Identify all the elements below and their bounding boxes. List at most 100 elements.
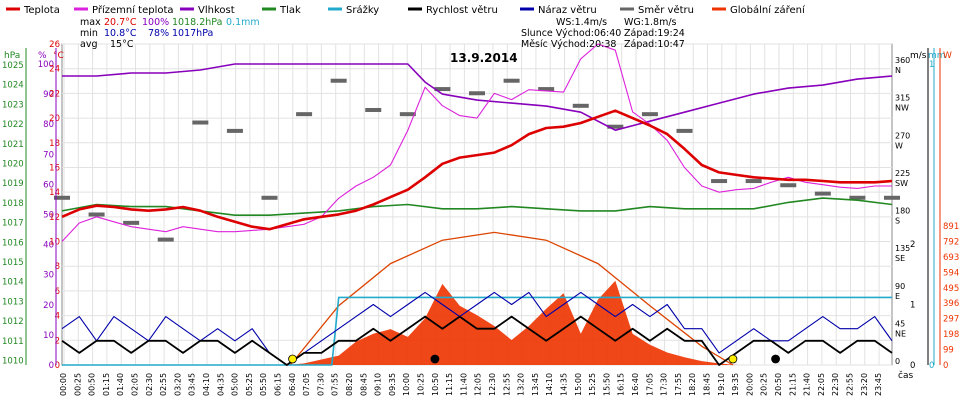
tick-time: 23:45 (874, 373, 883, 396)
stat-sun-set: Západ:19:24 (624, 28, 685, 39)
tick-direction-letter: NE (895, 329, 906, 338)
tick-hpa: 1011 (2, 337, 24, 347)
wind-direction-layer (54, 78, 900, 242)
wind-direction-mark (884, 195, 900, 200)
wind-direction-mark (261, 195, 278, 200)
tick-radiation: 594 (943, 268, 959, 278)
tick-time: 03:20 (173, 373, 182, 396)
tick-time: 06:40 (288, 373, 297, 396)
wind-direction-mark (157, 237, 174, 242)
tick-direction-letter: N (895, 66, 901, 75)
tick-temp: 0 (55, 361, 60, 371)
tick-time: 05:25 (245, 373, 254, 396)
wind-direction-mark (676, 128, 693, 133)
legend-label: Přízemní teplota (92, 4, 174, 16)
tick-radiation: 396 (943, 299, 959, 309)
tick-direction: 180 (895, 207, 910, 216)
wind-direction-mark (434, 87, 451, 92)
tick-time: 15:00 (574, 373, 583, 396)
stat-max-press: 1018.2hPa (172, 17, 222, 28)
tick-hpa: 1025 (2, 61, 24, 71)
tick-mm: 1 (929, 60, 934, 70)
tick-direction-letter: SW (895, 179, 908, 188)
tick-direction: 360 (895, 56, 910, 65)
wind-direction-mark (503, 78, 520, 83)
tick-time: 07:30 (316, 373, 325, 396)
tick-ms: 1 (910, 301, 915, 311)
wind-direction-mark (296, 112, 313, 117)
tick-pct: 70 (43, 150, 54, 160)
wind-direction-mark (538, 87, 555, 92)
tick-hpa: 1010 (2, 357, 24, 367)
tick-radiation: 693 (943, 253, 959, 263)
tick-temp: 20 (49, 114, 60, 124)
tick-time: 23:20 (860, 373, 869, 396)
wind-direction-mark (365, 107, 382, 112)
tick-temp: 4 (55, 312, 60, 322)
wind-direction-mark (572, 103, 589, 108)
series-max-radiation (289, 231, 734, 366)
wind-direction-mark (814, 191, 831, 196)
tick-direction-letter: NW (895, 104, 909, 113)
tick-time: 07:05 (302, 373, 311, 396)
tick-hpa: 1014 (2, 278, 24, 288)
tick-temp: 24 (49, 65, 60, 75)
series-humidity (62, 63, 893, 131)
tick-hpa: 1018 (2, 199, 24, 209)
tick-ms: 2 (910, 240, 915, 250)
tick-time: 02:30 (145, 373, 154, 396)
tick-pct: 50 (43, 211, 54, 221)
tick-time: 13:20 (517, 373, 526, 396)
axis-title-time: čas (898, 370, 913, 381)
tick-time: 22:55 (846, 373, 855, 396)
tick-time: 04:10 (202, 373, 211, 396)
axis-title-hpa: hPa (4, 51, 20, 61)
tick-time: 14:35 (560, 373, 569, 396)
legend-label: Teplota (23, 5, 60, 16)
tick-hpa: 1020 (2, 160, 24, 170)
wind-direction-mark (54, 195, 70, 200)
stats-block: max 20.7°C 100% 1018.2hPa 0.1mm min 10.8… (80, 17, 685, 50)
tick-temp: 16 (49, 163, 60, 173)
tick-time: 11:15 (445, 373, 454, 396)
tick-time: 15:50 (602, 373, 611, 396)
stat-min-label: min (80, 28, 98, 39)
tick-direction-letter: W (895, 141, 903, 150)
tick-temp: 18 (49, 139, 60, 149)
tick-pct: 0 (49, 361, 54, 371)
tick-temp: 2 (55, 336, 60, 346)
tick-hpa: 1021 (2, 140, 24, 150)
legend-label: Srážky (346, 4, 379, 16)
tick-direction: 315 (895, 94, 910, 103)
tick-temp: 10 (49, 238, 60, 248)
tick-time: 03:45 (188, 373, 197, 396)
sunset-marker (728, 354, 738, 364)
tick-radiation: 495 (943, 284, 959, 294)
tick-time: 00:25 (73, 373, 82, 396)
tick-time: 02:05 (131, 373, 140, 396)
tick-direction: 225 (895, 169, 910, 178)
tick-time: 05:50 (259, 373, 268, 396)
series-global-radiation (286, 280, 737, 365)
tick-radiation: 0 (943, 361, 948, 371)
tick-radiation: 891 (943, 222, 959, 232)
tick-hpa: 1015 (2, 258, 24, 268)
wind-direction-mark (641, 112, 658, 117)
tick-radiation: 99 (943, 346, 954, 356)
tick-direction-letter: S (895, 217, 900, 226)
stat-min-temp: 10.8°C (104, 28, 137, 39)
tick-pct: 100 (38, 60, 54, 70)
tick-time: 20:25 (760, 373, 769, 396)
stat-max-rain: 0.1mm (226, 17, 260, 28)
stat-max-label: max (80, 17, 101, 28)
tick-pct: 30 (43, 271, 54, 281)
tick-time: 04:35 (216, 373, 225, 396)
legend: Teplota Přízemní teplota Vlhkost Tlak Srážky… (6, 4, 806, 16)
tick-hpa: 1024 (2, 81, 24, 91)
wind-direction-mark (399, 112, 416, 117)
tick-time: 22:05 (817, 373, 826, 396)
stat-min-press: 1017hPa (172, 28, 213, 39)
tick-hpa: 1016 (2, 238, 24, 248)
axis-title-pct: % (38, 51, 47, 61)
tick-mm: 0 (929, 361, 934, 371)
